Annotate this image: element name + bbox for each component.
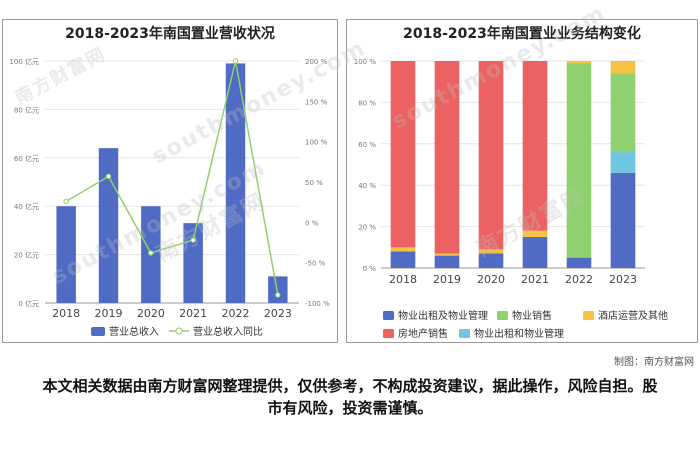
yoy-point (105, 173, 112, 180)
revenue-bar (225, 63, 246, 303)
revenue-bar (56, 206, 76, 303)
revenue-chart-svg: 0 亿元 20 亿元 40 亿元 60 亿元 80 亿元 100 亿元 -100 % -50 … (9, 57, 330, 338)
yoy-point (232, 58, 239, 64)
revenue-bar (98, 148, 119, 303)
structure-chart-svg: 0 % 20 % 40 % 60 % 80 % 100 % 2018 2019 2020 2021… (354, 58, 668, 340)
stacked-bar-segment (434, 61, 460, 254)
stacked-bar-segment (522, 230, 548, 237)
stacked-bar-segment (390, 251, 416, 268)
yoy-point (275, 292, 281, 298)
stacked-bar-segment (522, 236, 548, 268)
y-left-tick-label: 0 亿元 (18, 299, 39, 308)
legend-label: 物业出租和物业管理 (474, 327, 564, 340)
x-tick-label: 2021 (521, 273, 549, 286)
yoy-point (148, 250, 154, 256)
legend-swatch (383, 329, 394, 338)
y-tick-label: 0 % (363, 265, 377, 273)
x-tick-label: 2022 (565, 273, 593, 286)
legend-label: 酒店运营及其他 (598, 309, 668, 322)
stacked-bar-segment (478, 249, 504, 254)
revenue-bar (183, 223, 203, 303)
x-tick-label: 2019 (95, 307, 123, 320)
y-tick-label: 80 % (358, 99, 376, 107)
x-tick-label: 2021 (179, 307, 207, 320)
y-right-tick-label: 150 % (305, 98, 328, 106)
yoy-point (190, 237, 196, 243)
revenue-bar (268, 276, 288, 303)
stacked-bar-segment (522, 61, 548, 231)
y-tick-label: 60 % (358, 141, 376, 149)
legend-swatch (459, 329, 470, 338)
revenue-chart-panel: 2018-2023年南国置业营收状况 0 亿元 20 亿元 40 亿元 60 亿元 80… (2, 19, 338, 343)
stacked-bar-segment (610, 172, 636, 268)
legend-label-revenue: 营业总收入 (109, 325, 159, 338)
x-tick-label: 2022 (222, 307, 250, 320)
stacked-bar-segment (478, 61, 504, 250)
stacked-bar-segment (390, 61, 416, 248)
stacked-bar-segment (566, 63, 592, 258)
x-tick-label: 2020 (477, 273, 505, 286)
legend-label-yoy: 营业总收入同比 (193, 325, 263, 338)
x-tick-label: 2020 (137, 307, 165, 320)
revenue-chart-title: 2018-2023年南国置业营收状况 (65, 26, 275, 42)
y-right-tick-label: 0 % (305, 219, 319, 227)
y-tick-label: 20 % (358, 224, 376, 232)
x-tick-label: 2019 (433, 273, 461, 286)
y-right-tick-label: -50 % (305, 260, 326, 268)
stacked-bar-segment (566, 61, 592, 64)
stacked-bar-segment (566, 257, 592, 268)
yoy-line (65, 60, 279, 296)
legend-swatch-yoy-marker (175, 327, 183, 335)
stacked-bar-segment (610, 152, 636, 173)
x-tick-label: 2018 (52, 307, 80, 320)
legend-label: 物业出租及物业管理 (398, 309, 488, 322)
structure-chart-panel: 2018-2023年南国置业业务结构变化 0 % 20 % 40 % 60 % 80 %… (346, 19, 698, 343)
stacked-bar-segment (610, 73, 636, 153)
stacked-bar-segment (434, 255, 460, 268)
y-left-tick-label: 20 亿元 (14, 251, 39, 260)
y-right-tick-label: 50 % (305, 179, 323, 187)
y-left-tick-label: 40 亿元 (14, 202, 39, 211)
y-left-tick-label: 100 亿元 (9, 57, 39, 66)
y-right-tick-label: 200 % (305, 58, 328, 66)
x-tick-label: 2023 (609, 273, 637, 286)
stacked-bar-segment (478, 253, 504, 268)
structure-chart-title: 2018-2023年南国置业业务结构变化 (403, 26, 641, 42)
legend-label: 物业销售 (512, 309, 552, 322)
y-left-tick-label: 60 亿元 (14, 154, 39, 163)
y-left-tick-label: 80 亿元 (14, 105, 39, 114)
stacked-bar-segment (434, 253, 460, 256)
chart-credit: 制图：南方财富网 (614, 357, 694, 368)
legend-label: 房地产销售 (398, 327, 448, 340)
y-tick-label: 40 % (358, 182, 376, 190)
stacked-bar-segment (610, 61, 636, 74)
legend-swatch (583, 311, 594, 320)
y-right-tick-label: 100 % (305, 139, 328, 147)
y-tick-label: 100 % (354, 58, 377, 66)
legend-swatch (497, 311, 508, 320)
disclaimer-text: 本文相关数据由南方财富网整理提供，仅供参考，不构成投资建议，据此操作，风险自担。… (42, 377, 658, 417)
x-tick-label: 2018 (389, 273, 417, 286)
legend-swatch (383, 311, 394, 320)
legend-swatch-revenue (91, 327, 105, 336)
stacked-bar-segment (390, 247, 416, 252)
x-tick-label: 2023 (264, 307, 292, 320)
y-right-tick-label: -100 % (305, 300, 330, 308)
yoy-point (63, 198, 69, 205)
